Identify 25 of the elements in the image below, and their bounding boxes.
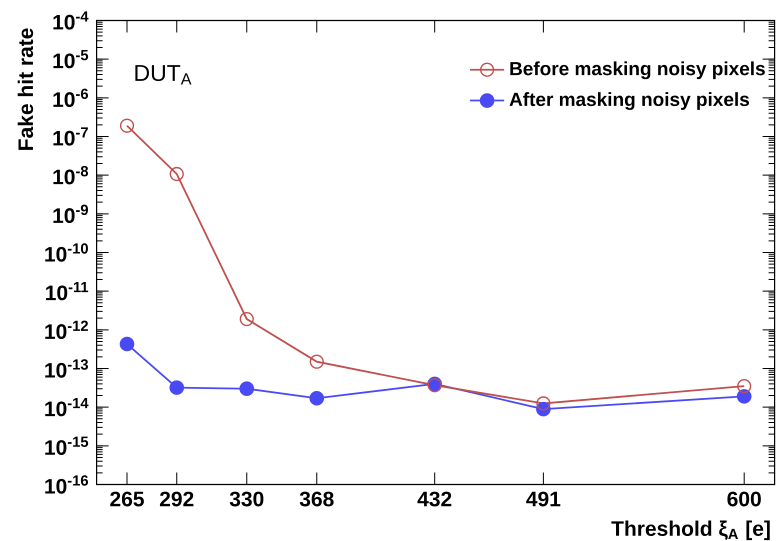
y-tick-label: 10$^{-9}$ [53,204,88,224]
annotation: DUT$_{A}$ [135,65,192,84]
x-tick-label: 491 [526,492,560,506]
y-tick-label: 10$^{-6}$ [53,88,88,108]
y-tick-label: 10$^{-16}$ [45,475,88,494]
y-tick-label: 10$^{-13}$ [45,359,88,378]
y-tick-label: 10$^{-8}$ [53,166,88,184]
y-axis-title: Fake hit rate [18,28,34,150]
legend-label: Before masking noisy pixels [510,61,765,80]
y-tick-label: 10$^{-11}$ [46,282,88,300]
y-tick-label: 10$^{-4}$ [53,11,88,30]
y-tick-label: 10$^{-15}$ [45,436,88,455]
y-tick-label: 10$^{-12}$ [45,320,88,340]
x-tick-label: 265 [110,492,144,506]
y-tick-label: 10$^{-7}$ [53,127,88,146]
legend-label: After masking noisy pixels [510,92,750,110]
x-tick-label: 600 [727,492,761,506]
y-tick-label: 10$^{-14}$ [45,398,88,416]
x-tick-label: 292 [160,492,194,506]
x-tick-label: 330 [230,492,264,506]
y-tick-label: 10$^{-10}$ [45,243,88,262]
y-tick-label: 10$^{-5}$ [53,50,88,68]
x-tick-label: 368 [300,492,334,506]
x-tick-label: 432 [417,492,452,506]
x-axis-title: Threshold ξ$_{A}$ [e] [611,520,770,540]
